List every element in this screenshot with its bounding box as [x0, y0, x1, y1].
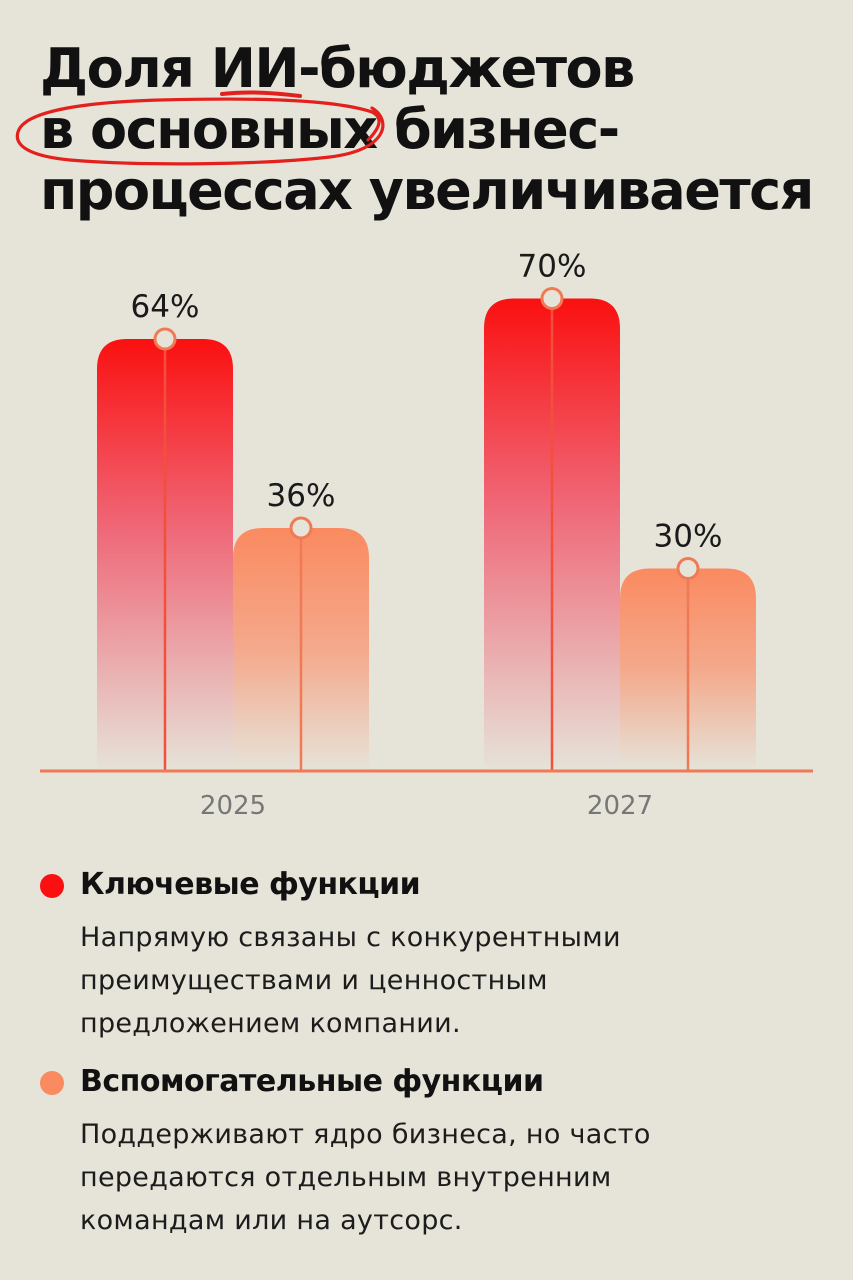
data-label: 36%	[267, 478, 336, 514]
legend-description: Напрямую связаны с конкурентными преимущ…	[80, 916, 760, 1045]
legend-desc-line: преимуществами и ценностным	[80, 965, 548, 996]
x-tick-label: 2025	[200, 791, 266, 821]
bar-marker	[676, 557, 700, 580]
legend-desc-line: предложением компании.	[80, 1008, 461, 1039]
title-highlight-ai: ИИ	[210, 37, 300, 100]
data-label: 30%	[654, 519, 723, 555]
data-label: 70%	[518, 249, 587, 285]
bar-chart: 64% 36% 70% 30% 2025 2027	[40, 249, 813, 821]
legend-desc-line: передаются отдельным внутренним	[80, 1162, 612, 1193]
legend-desc-line: командам или на аутсорс.	[80, 1205, 463, 1236]
legend-title: Ключевые функции	[80, 867, 421, 902]
bars-layer: 64% 36% 70% 30%	[97, 249, 756, 771]
title-line-3: процессах увеличивается	[40, 159, 814, 222]
legend-title: Вспомогательные функции	[80, 1064, 544, 1099]
bar-marker	[153, 327, 177, 351]
x-axis-labels: 2025 2027	[200, 791, 653, 821]
legend-dot-red	[40, 874, 64, 898]
legend-dot-orange	[40, 1071, 64, 1095]
data-label: 64%	[131, 289, 200, 325]
x-tick-label: 2027	[587, 791, 653, 821]
legend-description: Поддерживают ядро бизнеса, но часто пере…	[80, 1113, 760, 1242]
title-line-1: Доля ИИ-бюджетов	[40, 37, 635, 100]
legend-desc-line: Напрямую связаны с конкурентными	[80, 922, 621, 953]
legend-desc-line: Поддерживают ядро бизнеса, но часто	[80, 1119, 651, 1150]
bar-marker	[289, 516, 313, 540]
bar-marker	[540, 287, 564, 310]
